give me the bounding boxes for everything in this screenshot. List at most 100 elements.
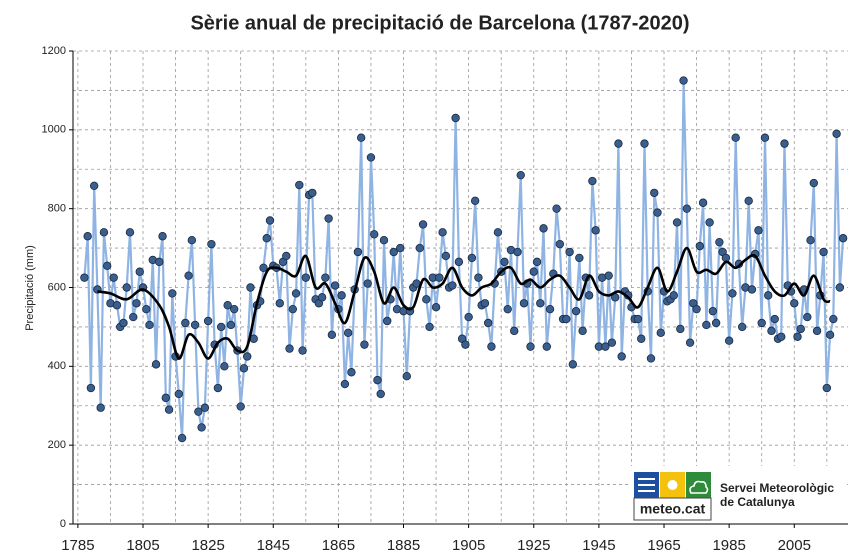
data-point — [754, 226, 763, 235]
data-point — [685, 338, 695, 347]
y-tick-label: 1200 — [42, 45, 66, 57]
data-point — [308, 188, 317, 198]
data-point — [285, 344, 294, 353]
data-point — [698, 198, 708, 207]
data-point — [229, 304, 239, 314]
data-point — [513, 247, 522, 257]
data-point — [812, 326, 822, 336]
data-point — [578, 326, 587, 336]
data-point — [584, 291, 594, 300]
data-point — [571, 306, 581, 316]
data-point — [822, 383, 832, 393]
data-point — [383, 316, 392, 326]
data-point — [633, 314, 643, 324]
x-tick-label: 1865 — [322, 537, 355, 554]
data-point — [396, 243, 405, 253]
data-point — [588, 176, 597, 186]
data-point — [646, 354, 656, 363]
y-tick-label: 200 — [48, 439, 66, 451]
data-point — [158, 232, 167, 241]
data-point — [575, 253, 584, 263]
data-point — [803, 312, 812, 322]
data-point — [220, 362, 229, 371]
x-tick-label: 1805 — [126, 537, 159, 554]
data-point — [295, 180, 304, 190]
data-point — [89, 181, 99, 191]
y-tick-label: 1000 — [42, 124, 66, 136]
data-point — [80, 273, 89, 282]
data-point — [119, 318, 128, 328]
y-tick-label: 400 — [48, 360, 66, 372]
data-point — [265, 216, 275, 225]
data-point — [656, 328, 665, 338]
data-point — [379, 235, 389, 245]
data-point — [262, 234, 271, 243]
data-point — [604, 271, 613, 280]
data-point — [519, 299, 529, 308]
data-point — [562, 314, 571, 324]
data-point — [207, 239, 216, 249]
data-point — [568, 360, 578, 369]
data-point — [607, 338, 617, 347]
data-point — [415, 243, 424, 253]
data-point — [539, 224, 548, 233]
data-point — [190, 320, 200, 330]
data-point — [835, 283, 845, 292]
data-point — [197, 423, 206, 432]
data-point — [83, 232, 92, 241]
x-tick-label: 1885 — [387, 537, 420, 554]
x-tick-label: 1925 — [517, 537, 550, 554]
data-point — [601, 342, 610, 351]
data-point — [493, 228, 503, 237]
data-point — [770, 314, 779, 324]
data-point — [679, 76, 688, 85]
data-point — [503, 304, 512, 314]
x-tick-label: 1785 — [61, 537, 94, 554]
data-point — [181, 318, 190, 328]
data-point — [135, 267, 144, 276]
data-point — [243, 352, 252, 361]
data-point — [796, 324, 805, 334]
data-point — [480, 299, 490, 308]
data-point — [112, 301, 122, 310]
data-point — [695, 241, 705, 251]
logo-frame — [633, 497, 712, 521]
data-point — [464, 312, 473, 322]
data-point — [389, 247, 398, 257]
data-point — [418, 220, 428, 229]
data-point — [555, 239, 565, 249]
data-point — [366, 153, 376, 162]
data-point — [337, 291, 346, 300]
chart-title: Sèrie anual de precipitació de Barcelona… — [190, 12, 689, 34]
data-point — [327, 330, 337, 339]
data-point — [744, 196, 753, 205]
data-point — [298, 346, 307, 355]
data-point — [291, 289, 301, 298]
logo-brand: meteo.cat — [640, 501, 706, 517]
data-point — [132, 299, 141, 308]
data-point — [288, 304, 298, 314]
data-point — [650, 188, 659, 198]
data-point — [431, 303, 441, 312]
data-point — [151, 360, 161, 369]
data-point — [483, 318, 493, 328]
data-point — [145, 320, 154, 330]
data-point — [376, 389, 385, 399]
data-point — [819, 247, 828, 257]
data-point — [614, 139, 623, 148]
data-point — [187, 235, 197, 245]
data-point — [526, 342, 535, 351]
data-point — [226, 320, 236, 330]
data-point — [435, 273, 444, 282]
data-point — [194, 407, 203, 416]
data-point — [164, 405, 174, 414]
x-tick-label: 1905 — [452, 537, 485, 554]
data-point — [474, 273, 483, 282]
logo-lines — [638, 478, 655, 492]
data-point — [96, 403, 105, 412]
data-point — [529, 267, 538, 276]
data-point — [545, 304, 555, 314]
data-point — [454, 257, 464, 267]
data-point — [731, 133, 740, 142]
